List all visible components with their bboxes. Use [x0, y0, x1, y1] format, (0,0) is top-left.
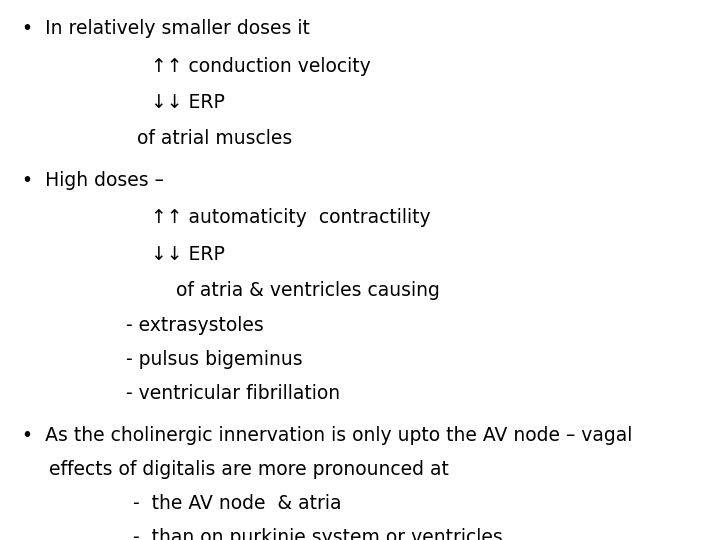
- Text: - pulsus bigeminus: - pulsus bigeminus: [126, 350, 302, 369]
- Text: effects of digitalis are more pronounced at: effects of digitalis are more pronounced…: [49, 460, 449, 479]
- Text: of atria & ventricles causing: of atria & ventricles causing: [176, 281, 440, 300]
- Text: •  As the cholinergic innervation is only upto the AV node – vagal: • As the cholinergic innervation is only…: [22, 426, 632, 444]
- Text: ↑↑ conduction velocity: ↑↑ conduction velocity: [151, 57, 371, 76]
- Text: ↑↑ automaticity  contractility: ↑↑ automaticity contractility: [151, 208, 431, 227]
- Text: ↓↓ ERP: ↓↓ ERP: [151, 93, 225, 112]
- Text: ↓↓ ERP: ↓↓ ERP: [151, 245, 225, 264]
- Text: -  the AV node  & atria: - the AV node & atria: [133, 494, 342, 513]
- Text: -  than on purkinje system or ventricles: - than on purkinje system or ventricles: [133, 528, 503, 540]
- Text: •  In relatively smaller doses it: • In relatively smaller doses it: [22, 19, 310, 38]
- Text: - extrasystoles: - extrasystoles: [126, 316, 264, 335]
- Text: •  High doses –: • High doses –: [22, 171, 163, 190]
- Text: - ventricular fibrillation: - ventricular fibrillation: [126, 384, 340, 403]
- Text: of atrial muscles: of atrial muscles: [137, 129, 292, 148]
